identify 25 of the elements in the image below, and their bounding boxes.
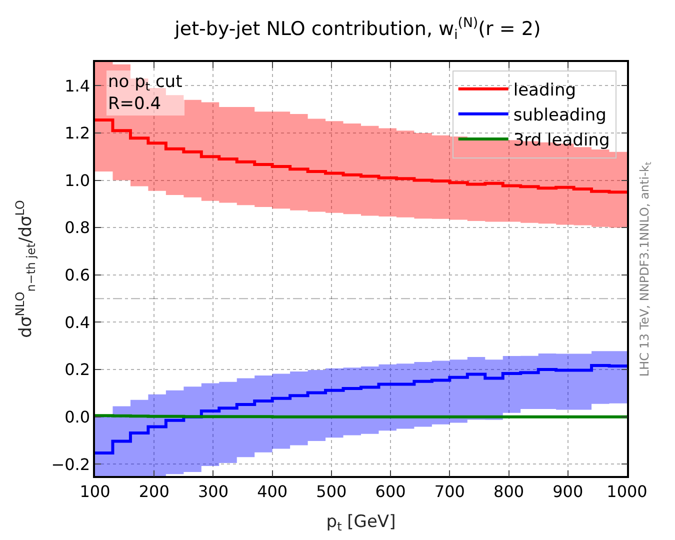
chart-title: jet-by-jet NLO contribution, w$_{i}$$^{(N)}$(r = 2) — [174, 16, 541, 43]
x-tick-label: 500 — [316, 482, 347, 501]
x-tick-label: 1000 — [606, 482, 648, 501]
legend-label: subleading — [513, 106, 606, 126]
y-tick-label: −0.2 — [51, 454, 90, 474]
y-tick-label: 0.4 — [64, 312, 90, 332]
y-tick-label: 0.0 — [64, 407, 90, 426]
y-tick-label: 1.2 — [64, 124, 90, 143]
y-tick-label: 0.6 — [64, 266, 90, 285]
legend-label: 3rd leading — [513, 130, 610, 151]
y-tick-label: 0.2 — [64, 360, 90, 380]
annotation: no p$_{t}$ cut R=0.4 — [108, 72, 183, 114]
y-tick-label: 0.8 — [64, 218, 90, 238]
x-tick-label: 600 — [375, 482, 406, 501]
x-tick-label: 400 — [257, 482, 288, 501]
x-tick-label: 300 — [198, 482, 228, 501]
x-tick-label: 100 — [80, 482, 110, 501]
x-tick-label: 200 — [138, 482, 170, 501]
x-tick-label: 700 — [434, 482, 465, 501]
x-tick-label: 900 — [552, 482, 584, 501]
y-tick-label: 1.4 — [64, 76, 90, 96]
y-tick-label: 1.0 — [64, 170, 90, 190]
legend-label: leading — [513, 80, 576, 100]
x-axis-title: p$_{t}$ [GeV] — [326, 512, 396, 534]
x-tick-label: 800 — [494, 482, 524, 501]
